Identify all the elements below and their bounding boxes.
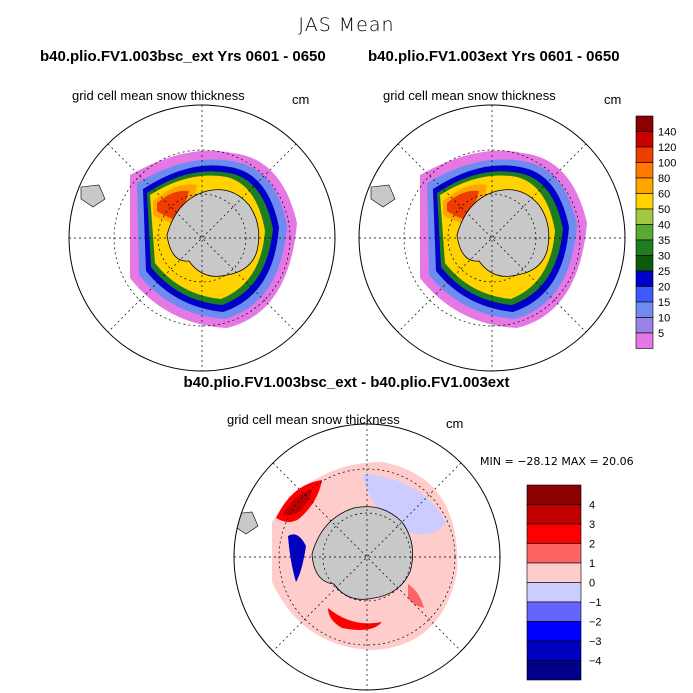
figure-title: JAS Mean [298, 14, 395, 36]
colorbar-tick-label: 15 [658, 297, 670, 309]
colorbar-swatch [635, 131, 654, 148]
right-variable-label: grid cell mean snow thickness [383, 88, 556, 103]
colorbar-swatch [526, 621, 582, 642]
colorbar-tick-label: 10 [658, 312, 670, 324]
colorbar-tick-label: 35 [658, 235, 670, 247]
difference-title: b40.plio.FV1.003bsc_ext - b40.plio.FV1.0… [183, 374, 510, 391]
colorbar-swatch [526, 484, 582, 505]
max-label: MAX = [561, 455, 599, 468]
map-boundary [358, 104, 626, 372]
colorbar-swatch [635, 146, 654, 163]
left-units-label: cm [292, 92, 310, 107]
south-america-land [234, 511, 259, 535]
colorbar-swatch [635, 224, 654, 241]
map-boundary [233, 423, 501, 691]
colorbar-tick-label: 140 [658, 126, 676, 138]
colorbar-tick-label: 4 [589, 499, 595, 511]
diff-positive-south [328, 608, 382, 630]
min-label: MIN = [480, 455, 514, 468]
south-america-land [80, 184, 106, 208]
diff-variable-label: grid cell mean snow thickness [227, 412, 400, 427]
colorbar-tick-label: 3 [589, 519, 595, 531]
right-polar-map [358, 104, 626, 372]
colorbar-swatch [635, 317, 654, 334]
colorbar-swatch [526, 504, 582, 525]
colorbar-tick-label: −2 [589, 616, 602, 628]
colorbar-tick-label: 120 [658, 142, 676, 154]
min-value: −28.12 [517, 455, 558, 468]
colorbar-swatch [635, 162, 654, 179]
colorbar-swatch [635, 332, 654, 349]
colorbar-swatch [635, 208, 654, 225]
colorbar-swatch [526, 660, 582, 681]
colorbar-swatch [526, 562, 582, 583]
colorbar-swatch [635, 115, 654, 132]
diff-negative-west [288, 534, 306, 582]
colorbar-tick-label: −3 [589, 636, 602, 648]
antarctica-land [166, 189, 260, 277]
colorbar-tick-label: 1 [589, 558, 595, 570]
diff-units-label: cm [446, 416, 464, 431]
colorbar-tick-label: 100 [658, 157, 676, 169]
colorbar-tick-label: 40 [658, 219, 670, 231]
colorbar-tick-label: 30 [658, 250, 670, 262]
difference-colorbar: 4 3 2 1 0 −1 −2 −3 −4 [526, 484, 602, 681]
colorbar-tick-label: 0 [589, 577, 595, 589]
colorbar-tick-label: 5 [658, 328, 664, 340]
difference-polar-map [233, 423, 501, 691]
colorbar-swatch [526, 640, 582, 661]
colorbar-swatch [635, 239, 654, 256]
colorbar-tick-label: 2 [589, 538, 595, 550]
graticule [234, 424, 500, 690]
colorbar-tick-label: 60 [658, 188, 670, 200]
main-colorbar: 140 120 100 80 60 50 40 35 30 25 20 15 10 5 [635, 115, 676, 349]
colorbar-swatch [635, 177, 654, 194]
diff-light-negative [362, 474, 446, 535]
antarctica-land [311, 506, 414, 600]
antarctica-land [456, 189, 550, 277]
graticule [69, 105, 335, 371]
colorbar-tick-label: −1 [589, 597, 602, 609]
left-variable-label: grid cell mean snow thickness [72, 88, 245, 103]
colorbar-tick-label: −4 [589, 655, 602, 667]
colorbar-tick-label: 80 [658, 173, 670, 185]
colorbar-tick-label: 25 [658, 266, 670, 278]
colorbar-swatch [635, 270, 654, 287]
diff-strong-positive-west [282, 490, 312, 516]
colorbar-swatch [635, 255, 654, 272]
colorbar-tick-label: 50 [658, 204, 670, 216]
min-max-readout: MIN = −28.12 MAX = 20.06 [480, 455, 634, 468]
colorbar-swatch [635, 301, 654, 318]
map-boundary [68, 104, 336, 372]
colorbar-swatch [635, 193, 654, 210]
colorbar-swatch [526, 582, 582, 603]
right-units-label: cm [604, 92, 622, 107]
colorbar-swatch [526, 543, 582, 564]
graticule [359, 105, 625, 371]
colorbar-tick-label: 20 [658, 281, 670, 293]
left-panel-title: b40.plio.FV1.003bsc_ext Yrs 0601 - 0650 [40, 48, 326, 65]
south-america-land [370, 184, 396, 208]
colorbar-swatch [526, 523, 582, 544]
colorbar-swatch [526, 601, 582, 622]
max-value: 20.06 [602, 455, 634, 468]
right-panel-title: b40.plio.FV1.003ext Yrs 0601 - 0650 [368, 48, 620, 65]
colorbar-swatch [635, 286, 654, 303]
left-polar-map [68, 104, 336, 372]
